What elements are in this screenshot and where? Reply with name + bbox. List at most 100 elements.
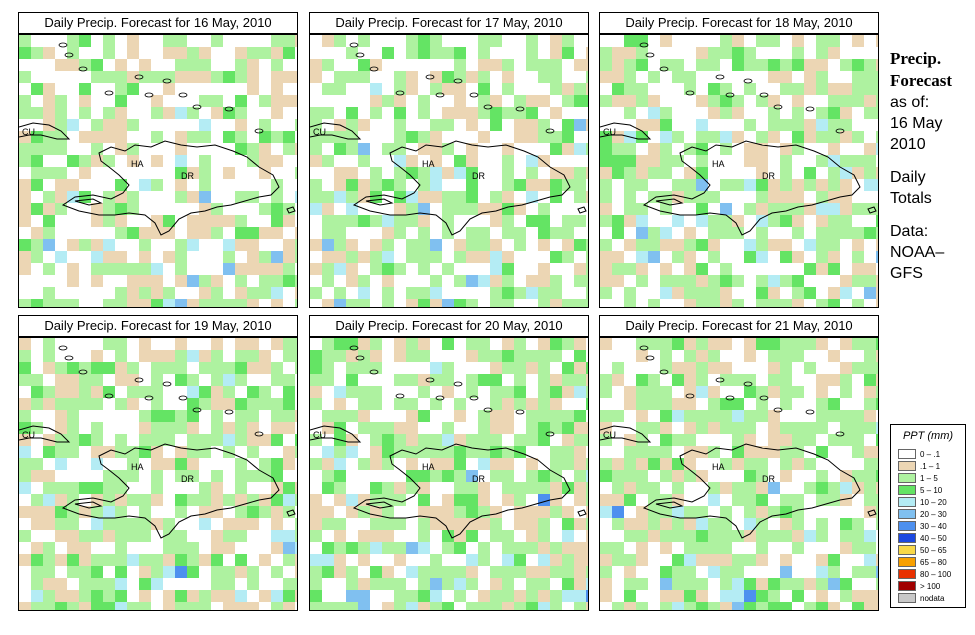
precip-cell	[780, 59, 792, 71]
precip-cell	[139, 338, 151, 350]
precip-cell	[139, 71, 151, 83]
precip-cell	[151, 107, 163, 119]
precip-cell	[756, 386, 768, 398]
precip-cell	[211, 434, 223, 446]
precip-cell	[816, 410, 828, 422]
precip-cell	[430, 83, 442, 95]
precip-cell	[310, 458, 322, 470]
precip-cell	[163, 422, 175, 434]
precip-cell	[187, 386, 199, 398]
precip-cell	[79, 542, 91, 554]
precip-cell	[310, 602, 322, 610]
precip-cell	[744, 446, 756, 458]
precip-cell	[490, 590, 502, 602]
precip-cell	[502, 263, 514, 275]
precip-cell	[322, 422, 334, 434]
precip-cell	[696, 179, 708, 191]
precip-cell	[454, 59, 466, 71]
precip-cell	[514, 398, 526, 410]
precip-cell	[756, 131, 768, 143]
precip-cell	[562, 482, 574, 494]
precip-cell	[502, 275, 514, 287]
precip-cell	[175, 239, 187, 251]
precip-cell	[370, 494, 382, 506]
precip-cell	[406, 422, 418, 434]
precip-cell	[792, 47, 804, 59]
precip-cell	[283, 374, 295, 386]
precip-cell	[612, 251, 624, 263]
precip-cell	[187, 458, 199, 470]
precip-cell	[127, 275, 139, 287]
precip-cell	[139, 287, 151, 299]
precip-cell	[636, 47, 648, 59]
precip-cell	[115, 227, 127, 239]
island-outline	[58, 42, 68, 48]
precip-cell	[660, 494, 672, 506]
precip-cell	[67, 374, 79, 386]
precip-cell	[562, 251, 574, 263]
precip-cell	[876, 251, 878, 263]
precip-cell	[55, 143, 67, 155]
precip-cell	[454, 494, 466, 506]
precip-cell	[235, 131, 247, 143]
precip-cell	[358, 143, 370, 155]
precip-cell	[672, 215, 684, 227]
island-outline	[759, 395, 769, 401]
precip-cell	[600, 167, 612, 179]
precip-cell	[538, 422, 550, 434]
precip-cell	[648, 299, 660, 307]
precip-cell	[406, 47, 418, 59]
precip-cell	[382, 215, 394, 227]
precip-cell	[514, 374, 526, 386]
precip-cell	[430, 131, 442, 143]
precip-cell	[199, 227, 211, 239]
precip-cell	[370, 107, 382, 119]
precip-cell	[624, 299, 636, 307]
precip-cell	[406, 446, 418, 458]
precip-cell	[442, 215, 454, 227]
precip-cell	[562, 458, 574, 470]
precip-cell	[19, 95, 31, 107]
precip-cell	[600, 251, 612, 263]
precip-cell	[744, 386, 756, 398]
precip-cell	[295, 167, 297, 179]
precip-cell	[103, 107, 115, 119]
precip-cell	[346, 143, 358, 155]
precip-cell	[322, 566, 334, 578]
precip-cell	[430, 275, 442, 287]
precip-cell	[744, 47, 756, 59]
precip-cell	[502, 107, 514, 119]
precip-cell	[574, 143, 586, 155]
precip-cell	[139, 59, 151, 71]
precip-cell	[574, 239, 586, 251]
precip-cell	[600, 410, 612, 422]
precip-cell	[259, 143, 271, 155]
precip-cell	[636, 95, 648, 107]
precip-cell	[864, 95, 876, 107]
precip-cell	[163, 434, 175, 446]
precip-cell	[430, 119, 442, 131]
precip-cell	[382, 251, 394, 263]
precip-cell	[684, 398, 696, 410]
precip-cell	[175, 143, 187, 155]
precip-cell	[684, 446, 696, 458]
precip-cell	[562, 530, 574, 542]
precip-cell	[151, 386, 163, 398]
precip-cell	[19, 107, 31, 119]
precip-cell	[660, 590, 672, 602]
precip-cell	[346, 362, 358, 374]
precip-cell	[684, 506, 696, 518]
precip-cell	[406, 155, 418, 167]
precip-cell	[756, 59, 768, 71]
precip-cell	[816, 59, 828, 71]
island-outline	[483, 104, 493, 110]
precip-cell	[684, 179, 696, 191]
precip-cell	[562, 131, 574, 143]
legend-swatch	[898, 497, 916, 507]
precip-cell	[624, 263, 636, 275]
precip-map: CU HA DR	[18, 337, 298, 611]
precip-cell	[259, 251, 271, 263]
precip-cell	[466, 518, 478, 530]
precip-cell	[187, 434, 199, 446]
